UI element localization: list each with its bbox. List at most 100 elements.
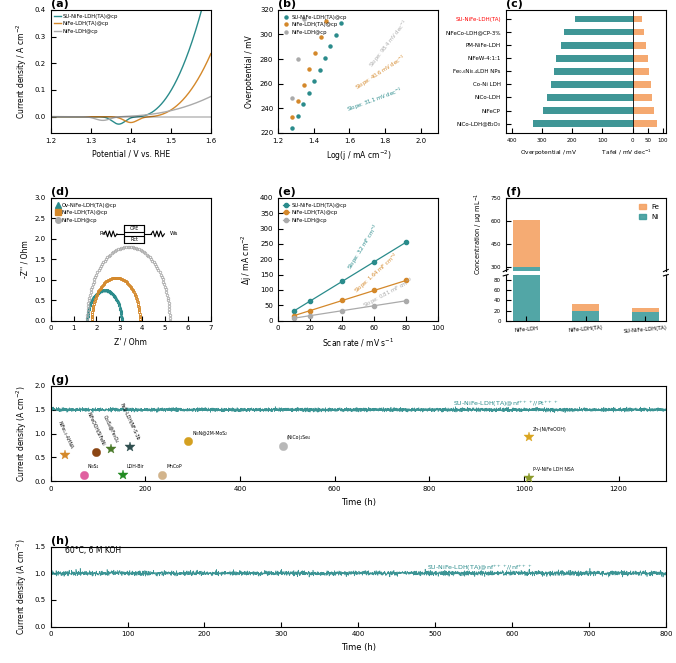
NiFe-LDH(TA)@cp [290,312,298,320]
NiFe-LDH(TA)@cp [47,113,55,121]
NiFe-LDH@cp [338,307,346,315]
NiFe-LDH@cp [99,117,107,125]
Text: (b): (b) [279,0,296,9]
SU-NiFe-LDH(TA)@cp [294,112,302,120]
SU-NiFe-LDH(TA)@cp [299,101,308,109]
Text: SU-NiFe-LDH(TA)@nf$^{+++}$//Pt$^{+++}$: SU-NiFe-LDH(TA)@nf$^{+++}$//Pt$^{+++}$ [453,400,558,409]
NiFe-LDH(TA)@cp [370,286,379,294]
SU-NiFe-LDH(TA)@cp [115,120,123,128]
SU-NiFe-LDH(TA)@cp [47,113,55,121]
SU-NiFe-LDH(TA)@cp [402,238,410,246]
SU-NiFe-LDH(TA)@cp [337,19,345,27]
NiFe-LDH@cp [289,94,297,102]
Text: Slope: 98.4 mV dec$^{-1}$: Slope: 98.4 mV dec$^{-1}$ [367,17,411,70]
Bar [632,308,658,312]
Text: (c): (c) [506,0,523,9]
Text: (f): (f) [506,187,521,197]
SU-NiFe-LDH(TA)@cp [88,113,96,121]
Text: Ni₃N@2M-MoS₂: Ni₃N@2M-MoS₂ [192,430,227,435]
Text: MnCoP: MnCoP [166,464,182,469]
X-axis label: Potential / V vs. RHE: Potential / V vs. RHE [92,149,170,158]
Y-axis label: Overpotential / mV: Overpotential / mV [245,35,254,107]
Line: NiFe-LDH@cp: NiFe-LDH@cp [291,17,306,100]
NiFe-LDH@cp [141,111,149,119]
Bar [513,169,539,321]
Text: FeSi-LDH/NF-S-3b: FeSi-LDH/NF-S-3b [120,402,141,442]
Text: NiFeOOH/SiFeNi: NiFeOOH/SiFeNi [86,411,105,446]
Bar [543,107,633,114]
Legend: SU-NiFe-LDH(TA)@cp, NiFe-LDH(TA)@cp, NiFe-LDH@cp: SU-NiFe-LDH(TA)@cp, NiFe-LDH(TA)@cp, NiF… [281,200,349,225]
Text: Slope: 3.2 mF cm$^{-2}$: Slope: 3.2 mF cm$^{-2}$ [345,222,382,272]
Text: Slope: 1.64 mF cm$^{-2}$: Slope: 1.64 mF cm$^{-2}$ [352,251,401,296]
NiFe-LDH(TA)@cp [322,17,331,25]
Text: (a): (a) [51,0,68,9]
Bar [551,81,633,88]
Y-axis label: Δj / mA cm$^{-2}$: Δj / mA cm$^{-2}$ [240,234,254,284]
Bar [575,15,633,23]
Text: Slope: 40.6 mV dec$^{-1}$: Slope: 40.6 mV dec$^{-1}$ [353,52,408,93]
Bar [573,309,599,311]
Bar [573,310,599,321]
Text: LDH-Bir: LDH-Bir [127,464,145,469]
SU-NiFe-LDH(TA)@cp [306,297,314,305]
NiFe-LDH@cp [300,15,308,23]
Bar [632,311,658,314]
NiFe-LDH(TA)@cp [126,119,135,127]
Line: NiFe-LDH@cp: NiFe-LDH@cp [51,96,211,121]
SU-NiFe-LDH(TA)@cp [370,258,379,266]
Text: 60°C, 6 M KOH: 60°C, 6 M KOH [64,546,121,555]
Text: Ni₃S₂: Ni₃S₂ [88,464,99,469]
NiFe-LDH(TA)@cp [289,113,297,121]
NiFe-LDH(TA)@cp [402,276,410,284]
X-axis label: Time (h): Time (h) [341,643,376,652]
Line: NiFe-LDH(TA)@cp: NiFe-LDH(TA)@cp [51,54,211,123]
NiFe-LDH@cp [154,109,162,117]
NiFe-LDH@cp [75,113,83,121]
SU-NiFe-LDH(TA)@cp [289,124,297,132]
NiFe-LDH(TA)@cp [299,81,308,89]
Legend: SU-NiFe-LDH(TA)@cp, NiFe-LDH(TA)@cp, NiFe-LDH@cp: SU-NiFe-LDH(TA)@cp, NiFe-LDH(TA)@cp, NiF… [281,13,349,37]
NiFe-LDH@cp [306,312,314,320]
Legend: SU-NiFe-LDH(TA)@cp, NiFe-LDH(TA)@cp, NiFe-LDH@cp: SU-NiFe-LDH(TA)@cp, NiFe-LDH(TA)@cp, NiF… [53,13,119,35]
NiFe-LDH@cp [207,92,215,100]
SU-NiFe-LDH(TA)@cp [75,113,83,121]
Bar [632,310,658,311]
NiFe-LDH(TA)@cp [168,105,176,113]
SU-NiFe-LDH(TA)@cp [327,42,335,50]
NiFe-LDH(TA)@cp [119,116,127,124]
Text: (e): (e) [279,187,296,197]
Bar [547,94,633,101]
X-axis label: Z' / Ohm: Z' / Ohm [114,337,147,346]
Bar [633,68,649,75]
NiFe-LDH@cp [370,302,379,310]
Text: P-V-NiFe LDH NSA: P-V-NiFe LDH NSA [533,467,574,473]
Text: Zn-(Ni/FeOOH): Zn-(Ni/FeOOH) [533,427,566,432]
NiFe-LDH@cp [294,54,302,62]
NiFe-LDH(TA)@cp [306,306,314,314]
Y-axis label: Current density (A cm$^{-2}$): Current density (A cm$^{-2}$) [15,538,29,634]
Text: Co₃S₄@Fe₃O₄: Co₃S₄@Fe₃O₄ [103,414,120,444]
SU-NiFe-LDH(TA)@cp [338,277,346,285]
Text: (NiCo)₂Se₄: (NiCo)₂Se₄ [287,435,310,440]
SU-NiFe-LDH(TA)@cp [168,86,176,93]
NiFe-LDH@cp [290,314,298,322]
NiFe-LDH(TA)@cp [75,113,83,121]
NiFe-LDH@cp [120,113,128,121]
Text: NiFe₁.₀-AHNA: NiFe₁.₀-AHNA [56,420,74,450]
Bar [632,312,658,321]
Bar [513,219,539,267]
Bar [564,29,633,35]
Bar [633,42,646,48]
Y-axis label: Concentration / μg mL$^{-1}$: Concentration / μg mL$^{-1}$ [473,193,485,275]
NiFe-LDH(TA)@cp [207,50,215,58]
NiFe-LDH@cp [47,113,55,121]
SU-NiFe-LDH(TA)@cp [332,30,340,38]
X-axis label: Log(j / mA cm$^{-2}$): Log(j / mA cm$^{-2}$) [326,149,391,164]
Text: Slope: 0.81 mF cm$^{-2}$: Slope: 0.81 mF cm$^{-2}$ [362,275,416,311]
NiFe-LDH(TA)@cp [141,113,149,121]
NiFe-LDH@cp [402,297,410,305]
NiFe-LDH(TA)@cp [311,49,319,57]
NiFe-LDH(TA)@cp [317,33,325,41]
Line: SU-NiFe-LDH(TA)@cp: SU-NiFe-LDH(TA)@cp [292,240,408,313]
Bar [513,267,539,314]
